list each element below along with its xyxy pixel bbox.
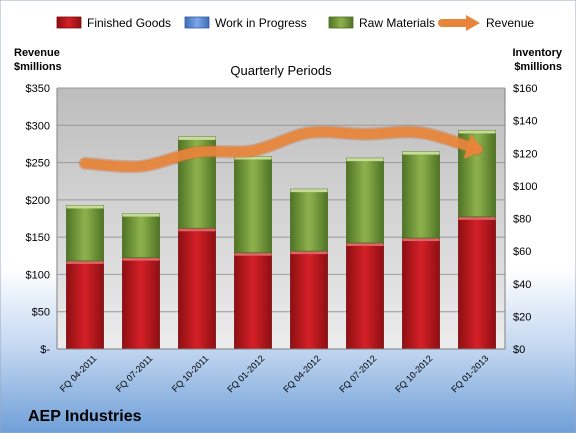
right-axis-label-line2: $millions [514, 61, 562, 73]
finished-goods-bar-cap [122, 257, 160, 261]
revenue-line [80, 126, 482, 172]
revenue-arrowhead [463, 133, 483, 159]
left-axis-label-line1: Revenue [14, 47, 60, 59]
raw-materials-bar [346, 157, 384, 244]
finished-goods-bar-cap [346, 242, 384, 246]
finished-goods-bar-cap [402, 238, 440, 242]
finished-goods-bar-cap [178, 228, 216, 232]
left-tick-label: $- [40, 344, 50, 356]
revenue-legend-arrow [466, 15, 480, 31]
right-axis-label-line1: Inventory [512, 47, 562, 59]
company-name: AEP Industries [28, 408, 142, 425]
finished-goods-bar [402, 237, 440, 350]
raw-materials-bar [234, 156, 272, 254]
bar-series [66, 130, 496, 350]
finished-goods-bar-cap [458, 216, 496, 220]
right-tick-label: $40 [513, 279, 531, 291]
finished-goods-bar-cap [66, 260, 104, 264]
right-tick-label: $160 [513, 83, 537, 95]
raw-materials-bar-cap [66, 205, 104, 209]
legend: Finished Goods Work in Progress Raw Materi… [56, 15, 534, 31]
raw-materials-bar-cap [234, 156, 272, 160]
right-tick-label: $0 [513, 344, 525, 356]
finished-goods-bar-cap [290, 251, 328, 255]
left-tick-label: $200 [26, 195, 50, 207]
work-in-progress-legend-swatch [184, 16, 210, 29]
finished-goods-legend-label: Finished Goods [87, 16, 171, 30]
revenue-line-series [78, 125, 484, 174]
finished-goods-bar-cap [234, 252, 272, 256]
finished-goods-bar [122, 257, 160, 350]
right-tick-label: $120 [513, 148, 537, 160]
raw-materials-bar-cap [458, 130, 496, 134]
finished-goods-bar [458, 216, 496, 350]
right-tick-label: $60 [513, 246, 531, 258]
raw-materials-bar [402, 151, 440, 239]
left-tick-label: $100 [26, 269, 50, 281]
finished-goods-bar [346, 242, 384, 350]
left-axis-label-line2: $millions [14, 61, 62, 73]
left-tick-label: $350 [26, 83, 50, 95]
raw-materials-bar-cap [346, 158, 384, 162]
right-tick-label: $100 [513, 181, 537, 193]
right-tick-label: $140 [513, 116, 537, 128]
finished-goods-legend-swatch [56, 16, 82, 29]
raw-materials-bar-cap [402, 151, 440, 155]
raw-materials-bar [122, 213, 160, 259]
raw-materials-bar-cap [178, 136, 216, 140]
raw-materials-legend-swatch [328, 16, 354, 29]
raw-materials-bar [66, 205, 104, 262]
raw-materials-bar [290, 188, 328, 252]
left-tick-label: $300 [26, 120, 50, 132]
left-tick-label: $150 [26, 232, 50, 244]
finished-goods-bar [234, 252, 272, 350]
right-tick-label: $80 [513, 214, 531, 226]
revenue-legend-label: Revenue [486, 16, 534, 30]
right-tick-label: $20 [513, 311, 531, 323]
finished-goods-bar [66, 260, 104, 350]
finished-goods-bar [290, 250, 328, 350]
raw-materials-bar-cap [290, 189, 328, 193]
finished-goods-bar [178, 227, 216, 350]
raw-materials-legend-label: Raw Materials [359, 16, 435, 30]
raw-materials-bar-cap [122, 213, 160, 217]
work-in-progress-legend-label: Work in Progress [215, 16, 307, 30]
left-tick-label: $50 [32, 307, 50, 319]
left-tick-label: $250 [26, 158, 50, 170]
chart-title: Quarterly Periods [230, 63, 332, 78]
